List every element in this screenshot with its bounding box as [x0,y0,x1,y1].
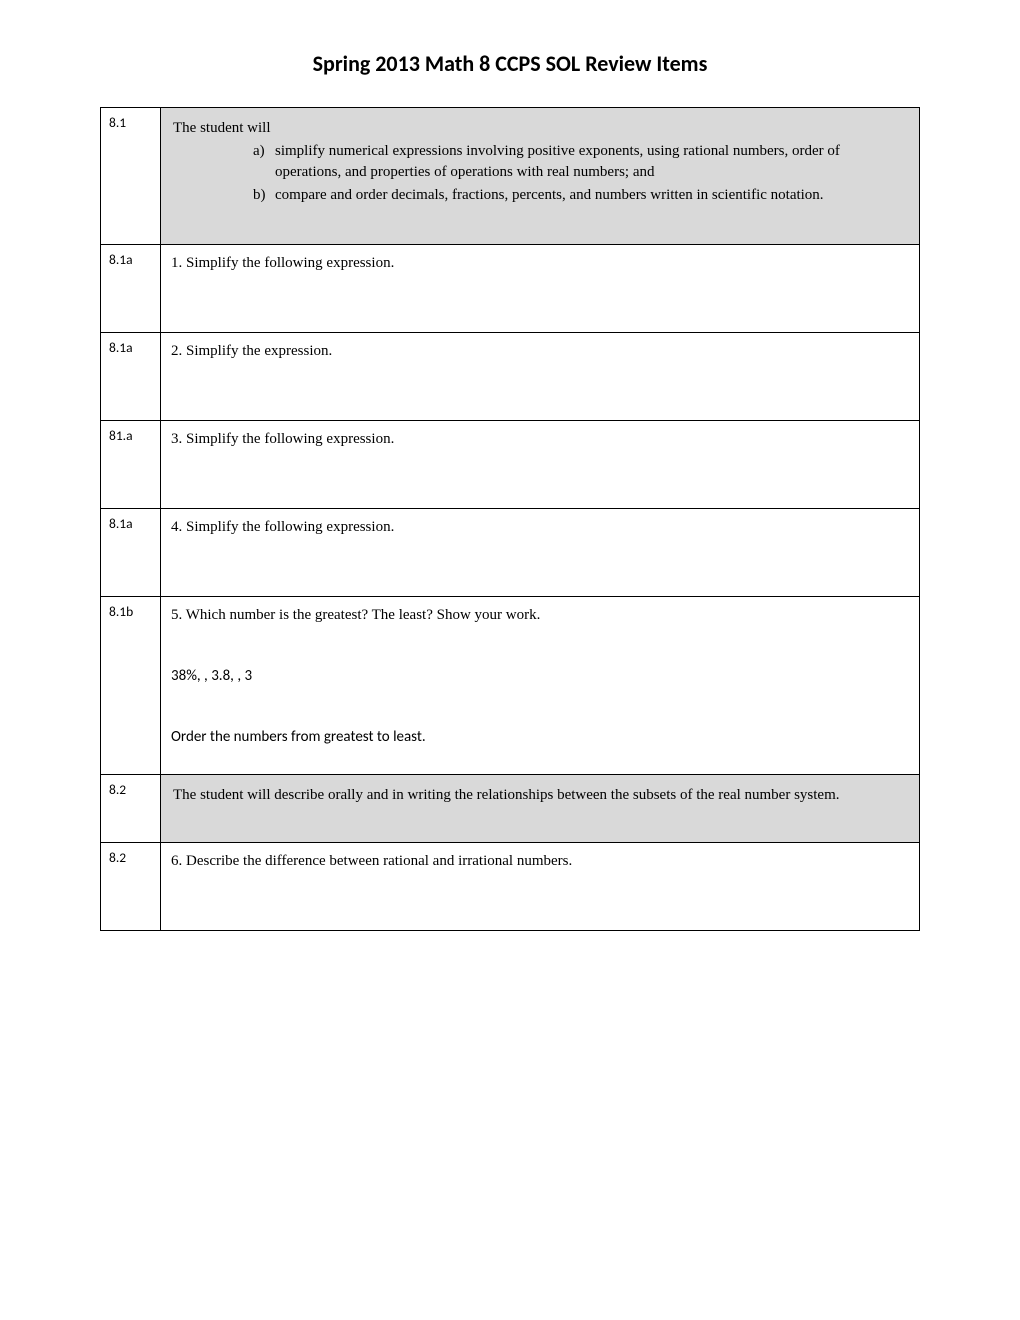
question-text: 4. Simplify the following expression. [171,519,394,535]
list-text: simplify numerical expressions involving… [275,141,907,183]
page-title: Spring 2013 Math 8 CCPS SOL Review Items [100,50,920,77]
table-row: 8.1a 4. Simplify the following expressio… [101,509,920,597]
table-row: 81.a 3. Simplify the following expressio… [101,421,920,509]
standard-label: 81.a [101,421,161,509]
question-cell: 2. Simplify the expression. [161,333,920,421]
question-text: 6. Describe the difference between ratio… [171,853,572,869]
standard-label: 8.1b [101,597,161,775]
standard-label: 8.1a [101,509,161,597]
number-values: 38%, , 3.8, , 3 [171,666,909,687]
table-row: 8.1a 2. Simplify the expression. [101,333,920,421]
order-instruction: Order the numbers from greatest to least… [171,727,909,748]
standard-label: 8.1a [101,245,161,333]
table-row: 8.2 The student will describe orally and… [101,775,920,843]
review-table: 8.1 The student will a) simplify numeric… [100,107,920,931]
question-cell: 1. Simplify the following expression. [161,245,920,333]
question-text: 3. Simplify the following expression. [171,431,394,447]
table-row: 8.1b 5. Which number is the greatest? Th… [101,597,920,775]
standard-label: 8.1a [101,333,161,421]
question-cell: 4. Simplify the following expression. [161,509,920,597]
description-text: The student will describe orally and in … [173,787,840,803]
list-marker: b) [253,185,275,206]
list-marker: a) [253,141,275,183]
question-cell: 3. Simplify the following expression. [161,421,920,509]
table-row: 8.1 The student will a) simplify numeric… [101,108,920,245]
question-text: 5. Which number is the greatest? The lea… [171,605,909,626]
question-text: 1. Simplify the following expression. [171,255,394,271]
table-row: 8.1a 1. Simplify the following expressio… [101,245,920,333]
question-text: 2. Simplify the expression. [171,343,332,359]
list-item: b) compare and order decimals, fractions… [253,185,907,206]
intro-text: The student will [173,120,271,136]
standard-description: The student will a) simplify numerical e… [161,108,920,245]
standard-label: 8.2 [101,843,161,931]
question-cell: 5. Which number is the greatest? The lea… [161,597,920,775]
standard-label: 8.2 [101,775,161,843]
table-row: 8.2 6. Describe the difference between r… [101,843,920,931]
standard-label: 8.1 [101,108,161,245]
standard-description: The student will describe orally and in … [161,775,920,843]
list-text: compare and order decimals, fractions, p… [275,185,824,206]
list-item: a) simplify numerical expressions involv… [253,141,907,183]
question-cell: 6. Describe the difference between ratio… [161,843,920,931]
